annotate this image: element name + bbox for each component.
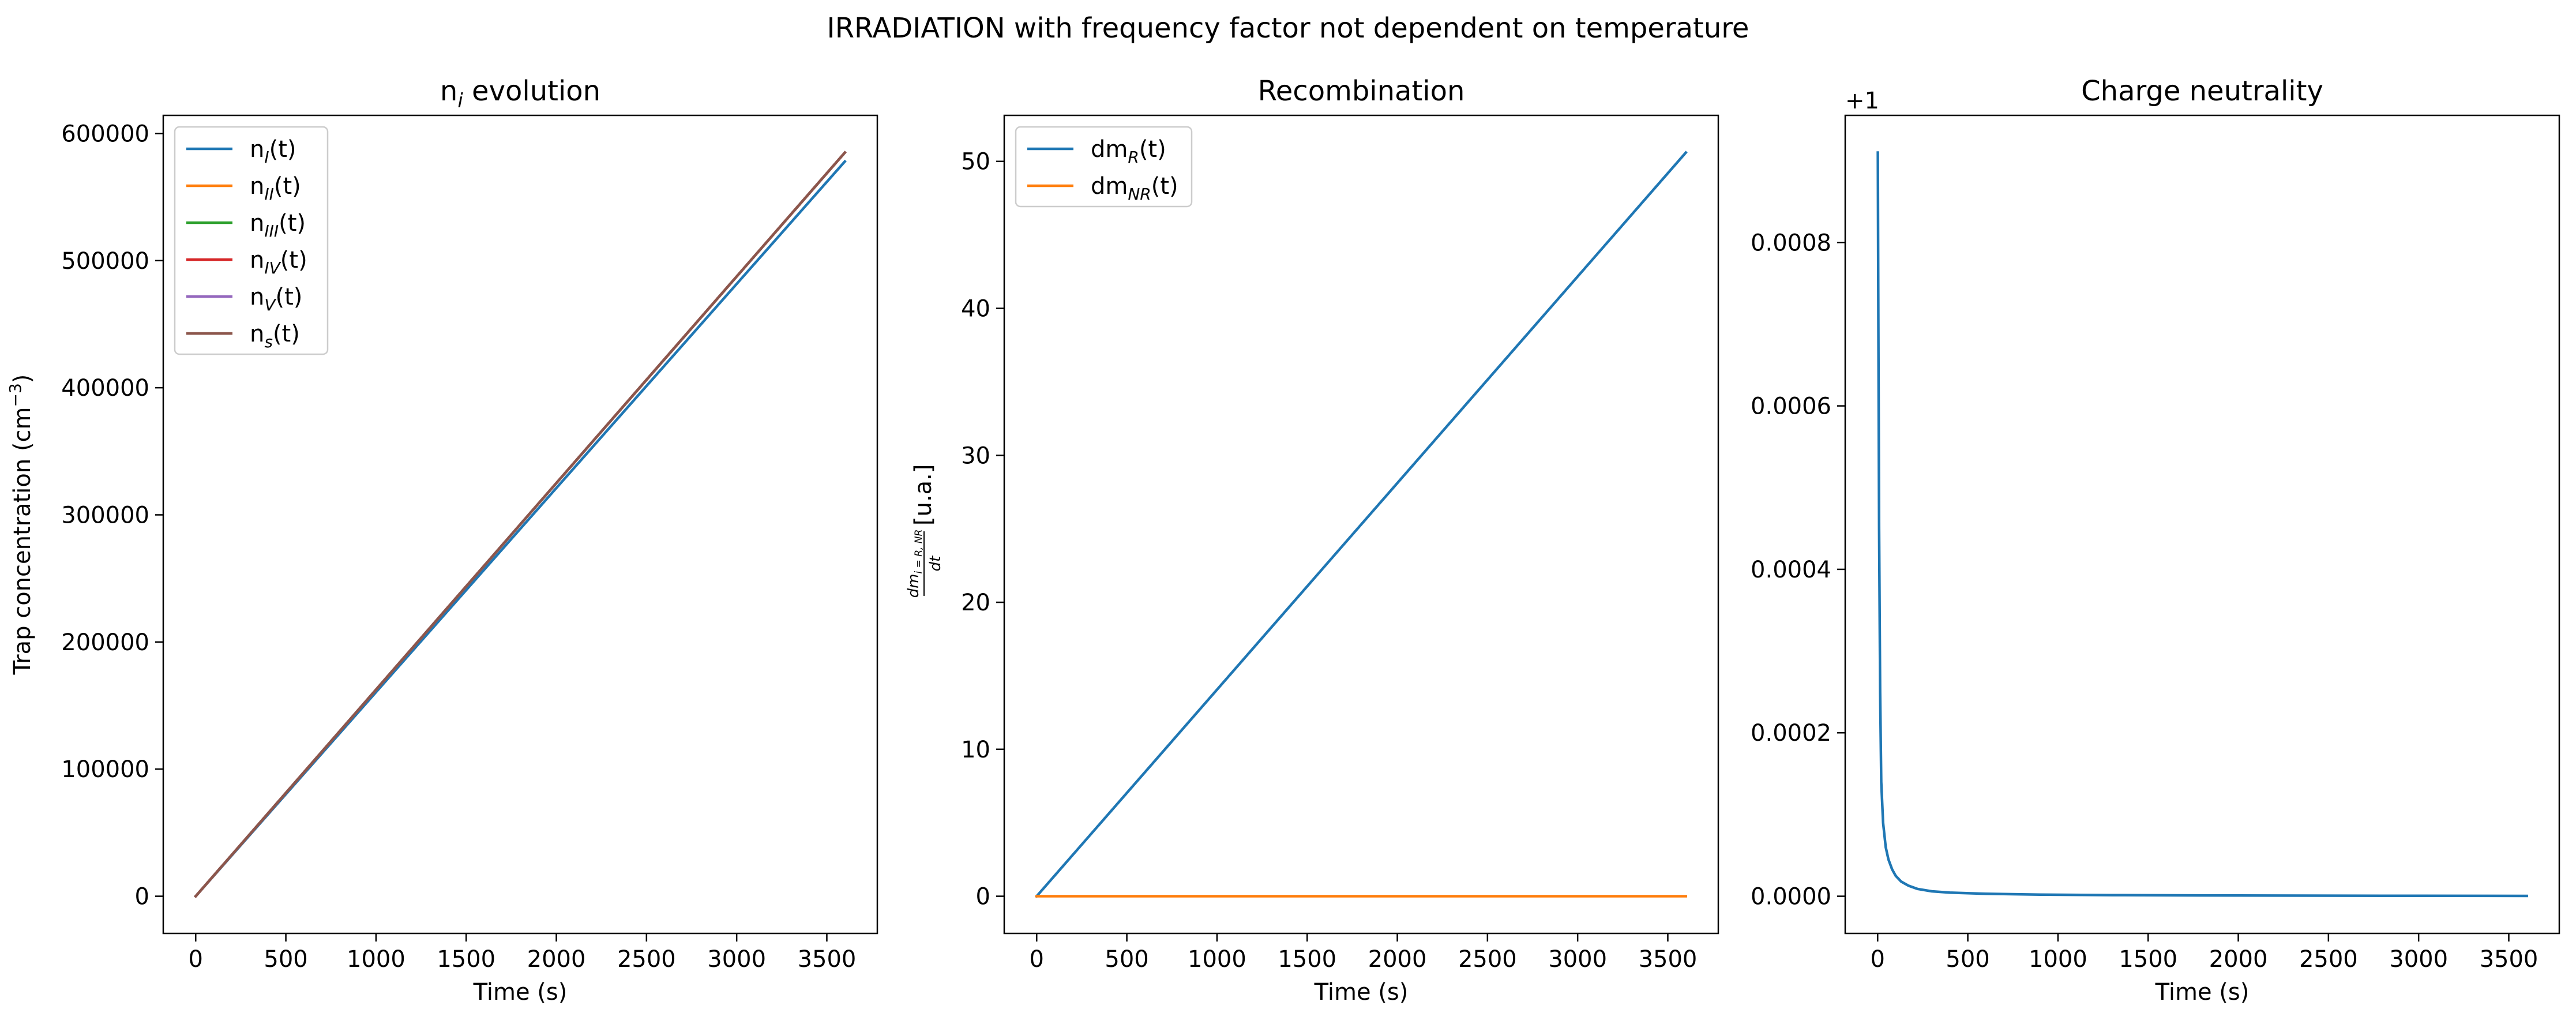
y-tick-label: 0.0006 bbox=[1751, 393, 1831, 420]
axes-frame bbox=[1844, 114, 2560, 935]
x-tick-label: 0 bbox=[189, 946, 203, 973]
y-axis-label: Trap concentration (cm−3) bbox=[6, 374, 36, 676]
y-tick-label: 20 bbox=[961, 590, 990, 616]
x-tick-label: 1500 bbox=[437, 946, 495, 973]
x-tick-label: 2500 bbox=[617, 946, 676, 973]
x-tick-label: 2000 bbox=[1368, 946, 1427, 973]
y-tick-label: 0 bbox=[976, 884, 990, 910]
y-tick-label: 300000 bbox=[61, 502, 149, 528]
axes-frame bbox=[162, 114, 878, 935]
x-tick-label: 3500 bbox=[798, 946, 857, 973]
y-tick-label: 0.0004 bbox=[1751, 557, 1831, 583]
y-tick-label: 10 bbox=[961, 737, 990, 763]
subplot-3: 0 500 1000 1500 2000 2500 3000 3500 0.0000 0.0002… bbox=[1751, 75, 2560, 1006]
x-tick-label: 1000 bbox=[1188, 946, 1246, 973]
x-axis-label: Time (s) bbox=[473, 979, 568, 1006]
legend-label-6: ns(t) bbox=[250, 321, 300, 351]
x-axis-label: Time (s) bbox=[1314, 979, 1409, 1006]
series-line-1 bbox=[1035, 151, 1688, 898]
series-group bbox=[1035, 151, 1688, 898]
x-tick-label: 2500 bbox=[1458, 946, 1517, 973]
legend-label-2: nII(t) bbox=[250, 173, 301, 204]
y-label-denominator: dt bbox=[927, 556, 944, 572]
y-tick-label: 50 bbox=[961, 149, 990, 175]
x-tick-label: 3000 bbox=[1548, 946, 1607, 973]
subplot-1: 0 500 1000 1500 2000 2500 3000 3500 0 100000 20000… bbox=[6, 75, 878, 1006]
x-tick-label: 1500 bbox=[1278, 946, 1336, 973]
y-tick-label: 30 bbox=[961, 442, 990, 469]
y-tick-label: 40 bbox=[961, 296, 990, 322]
y-tick-label: 400000 bbox=[61, 375, 149, 402]
x-tick-label: 0 bbox=[1030, 946, 1044, 973]
series-line-1 bbox=[1876, 151, 2528, 898]
y-tick-label: 600000 bbox=[61, 121, 149, 147]
y-tick-label: 0.0002 bbox=[1751, 720, 1831, 747]
legend: dmR(t) dmNR(t) bbox=[1015, 126, 1193, 208]
y-offset-label: +1 bbox=[1845, 88, 1879, 114]
figure-suptitle: IRRADIATION with frequency factor not de… bbox=[827, 12, 1749, 44]
y-tick-label: 0.0008 bbox=[1751, 230, 1831, 256]
x-tick-label: 3500 bbox=[1639, 946, 1698, 973]
subplot-title: Recombination bbox=[1258, 75, 1465, 107]
x-tick-label: 3500 bbox=[2480, 946, 2539, 973]
x-tick-label: 2000 bbox=[2209, 946, 2268, 973]
legend-label-1: nI(t) bbox=[250, 136, 296, 167]
x-tick-label: 1000 bbox=[347, 946, 405, 973]
legend-label-5: nV(t) bbox=[250, 284, 302, 314]
subplot-title: Charge neutrality bbox=[2081, 75, 2323, 107]
legend-label-4: nIV(t) bbox=[250, 247, 307, 277]
x-tick-label: 500 bbox=[1105, 946, 1148, 973]
x-tick-label: 0 bbox=[1871, 946, 1885, 973]
y-tick-label: 200000 bbox=[61, 629, 149, 656]
legend: nI(t) nII(t) nIII(t) nIV(t) nV(t) ns(t) bbox=[174, 126, 329, 355]
y-tick-label: 0 bbox=[135, 884, 149, 910]
subplot-title: ni evolution bbox=[440, 75, 600, 112]
y-tick-label: 0.0000 bbox=[1751, 884, 1831, 910]
series-line-6 bbox=[194, 151, 847, 898]
x-tick-label: 500 bbox=[264, 946, 307, 973]
series-group bbox=[194, 151, 847, 898]
subplot-2: 0 500 1000 1500 2000 2500 3000 3500 0 10 20 30 40 50 T… bbox=[905, 75, 1719, 1006]
x-tick-label: 500 bbox=[1946, 946, 1989, 973]
x-tick-label: 1500 bbox=[2119, 946, 2177, 973]
legend-label-3: nIII(t) bbox=[250, 210, 306, 241]
x-axis-label: Time (s) bbox=[2155, 979, 2250, 1006]
y-axis-label: dmi = R, NR dt [u.a.] bbox=[905, 464, 944, 598]
legend-label-1: dmR(t) bbox=[1091, 136, 1166, 167]
y-tick-label: 100000 bbox=[61, 756, 149, 783]
y-label-numerator: dmi = R, NR bbox=[905, 530, 925, 598]
series-group bbox=[1876, 151, 2528, 898]
x-tick-label: 3000 bbox=[2389, 946, 2448, 973]
y-tick-label: 500000 bbox=[61, 248, 149, 275]
y-label-unit: [u.a.] bbox=[910, 464, 937, 526]
x-tick-label: 2500 bbox=[2299, 946, 2358, 973]
x-tick-label: 3000 bbox=[707, 946, 766, 973]
x-tick-label: 1000 bbox=[2029, 946, 2087, 973]
legend-label-2: dmNR(t) bbox=[1091, 173, 1178, 204]
axes-frame bbox=[1003, 114, 1719, 935]
x-tick-label: 2000 bbox=[527, 946, 586, 973]
